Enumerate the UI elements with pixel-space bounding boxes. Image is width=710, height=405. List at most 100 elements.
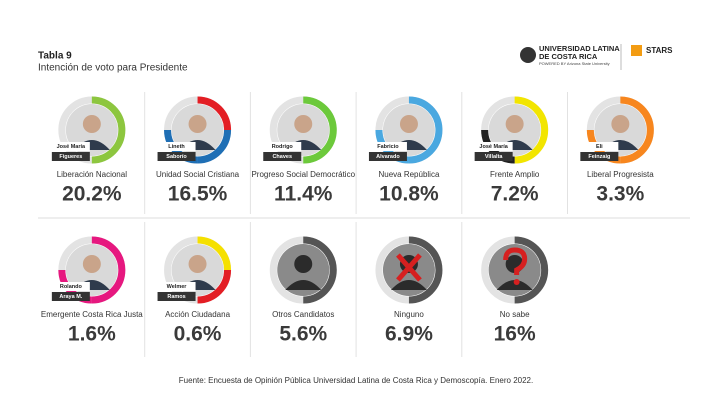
candidate-card: Rolando Araya M. Emergente Costa Rica Just… [41, 236, 143, 346]
candidate-card: Rodrigo Chaves Progreso Social Democrático… [249, 92, 356, 214]
photo-head [188, 115, 207, 133]
photo-head [294, 115, 313, 133]
title: Tabla 9 [38, 51, 72, 62]
candidate-name: José María [57, 144, 86, 150]
logo-text: UNIVERSIDAD LATINA [539, 44, 620, 53]
vote-share: 1.6% [68, 323, 116, 346]
ring-segment [620, 96, 654, 131]
party-name: Acción Ciudadana [165, 310, 230, 319]
name-tag [157, 282, 196, 291]
name-tag [51, 292, 90, 301]
vote-share: 10.8% [379, 183, 439, 206]
candidate-card: José María Villalta Frente Amplio 7.2% [461, 92, 549, 214]
question-icon [503, 247, 528, 275]
vote-share: 7.2% [491, 183, 539, 206]
name-tag [157, 152, 196, 161]
candidate-card: Welmer Ramos Acción Ciudadana 0.6% [144, 222, 232, 357]
ring-segment [514, 129, 549, 164]
photo-head [188, 255, 207, 273]
ring-segment [620, 129, 654, 164]
name-tag [474, 142, 513, 151]
ring-segment [303, 96, 337, 131]
photo-head [611, 115, 630, 133]
name-tag [157, 142, 196, 151]
name-tag [51, 142, 90, 151]
party-name: Emergente Costa Rica Justa [41, 310, 143, 319]
party-name: Progreso Social Democrático [251, 170, 355, 179]
ring-segment [91, 96, 126, 131]
name-tag [580, 152, 619, 161]
ring-segment [408, 129, 443, 164]
candidate-name: Ramos [167, 294, 185, 300]
vote-share: 16.5% [168, 183, 228, 206]
vote-share: 0.6% [174, 323, 222, 346]
logo-text: POWERED BY Arizona State University [539, 61, 610, 66]
ring-segment [514, 269, 549, 304]
candidate-name: Welmer [167, 284, 188, 290]
ring-segment [91, 269, 126, 304]
candidate-name: Figueres [59, 154, 82, 160]
vote-share: 6.9% [385, 323, 433, 346]
name-tag [51, 282, 90, 291]
vote-share: 11.4% [274, 183, 333, 206]
ring-segment [514, 96, 549, 131]
name-tag [580, 142, 619, 151]
name-tag [157, 292, 196, 301]
name-tag [51, 152, 90, 161]
vote-share: 20.2% [62, 183, 122, 206]
candidate-name: Rodrigo [272, 144, 294, 150]
ring-segment [197, 96, 232, 131]
candidate-name: Araya M. [59, 294, 82, 300]
x-icon [396, 253, 422, 282]
candidate-name: Alvarado [376, 154, 400, 160]
party-name: Liberal Progresista [587, 170, 654, 179]
ring-segment [408, 96, 443, 131]
subtitle: Intención de voto para Presidente [38, 63, 188, 74]
logo-badge [631, 45, 642, 56]
logo-globe [520, 47, 536, 63]
vote-share: 3.3% [596, 183, 644, 206]
ring-segment [91, 236, 126, 271]
party-name: Ninguno [394, 310, 424, 319]
vote-share: 5.6% [279, 323, 327, 346]
candidate-card: José María Figueres Liberación Nacional 20.… [51, 96, 127, 206]
logo-text: DE COSTA RICA [539, 52, 598, 61]
candidate-name: Feinzaig [588, 154, 610, 160]
candidate-name: José María [479, 144, 508, 150]
candidate-card: Lineth Saborío Unidad Social Cristiana 16.5… [144, 92, 240, 214]
candidate-name: Rolando [60, 284, 83, 290]
name-tag [474, 152, 513, 161]
name-tag [368, 142, 407, 151]
party-name: Unidad Social Cristiana [156, 170, 240, 179]
name-tag [368, 152, 407, 161]
candidate-name: Chaves [272, 154, 292, 160]
photo-head [399, 115, 418, 133]
candidate-card: Ninguno 6.9% [355, 222, 443, 357]
ring-segment [197, 129, 232, 164]
party-name: Nueva República [378, 170, 439, 179]
party-name: No sabe [500, 310, 530, 319]
logo: UNIVERSIDAD LATINA DE COSTA RICA POWERED… [520, 44, 673, 70]
ring-segment [303, 269, 337, 304]
ring-segment [303, 236, 337, 271]
vote-share: 16% [494, 323, 536, 346]
candidate-card: Fabricio Alvarado Nueva República 10.8% [355, 92, 443, 214]
photo-body [496, 280, 533, 290]
footer: Fuente: Encuesta de Opinión Pública Univ… [179, 376, 533, 385]
candidate-name: Eli [596, 144, 603, 150]
photo-head [82, 115, 101, 133]
name-tag [263, 142, 302, 151]
question-dot [513, 279, 520, 285]
ring-segment [197, 269, 232, 304]
photo-head [82, 255, 101, 273]
name-tag [263, 152, 302, 161]
candidate-card: Otros Candidatos 5.6% [249, 222, 337, 357]
ring-segment [408, 236, 443, 271]
candidate-card: No sabe 16% [461, 222, 549, 357]
ring-segment [514, 236, 549, 271]
party-name: Otros Candidatos [272, 310, 334, 319]
photo-body [390, 280, 427, 290]
candidate-name: Lineth [168, 144, 185, 150]
party-name: Liberación Nacional [57, 170, 127, 179]
